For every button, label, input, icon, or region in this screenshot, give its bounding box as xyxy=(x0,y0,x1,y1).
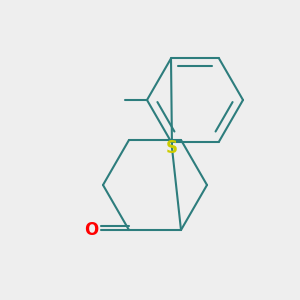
Text: O: O xyxy=(84,221,98,239)
Text: S: S xyxy=(166,139,178,157)
